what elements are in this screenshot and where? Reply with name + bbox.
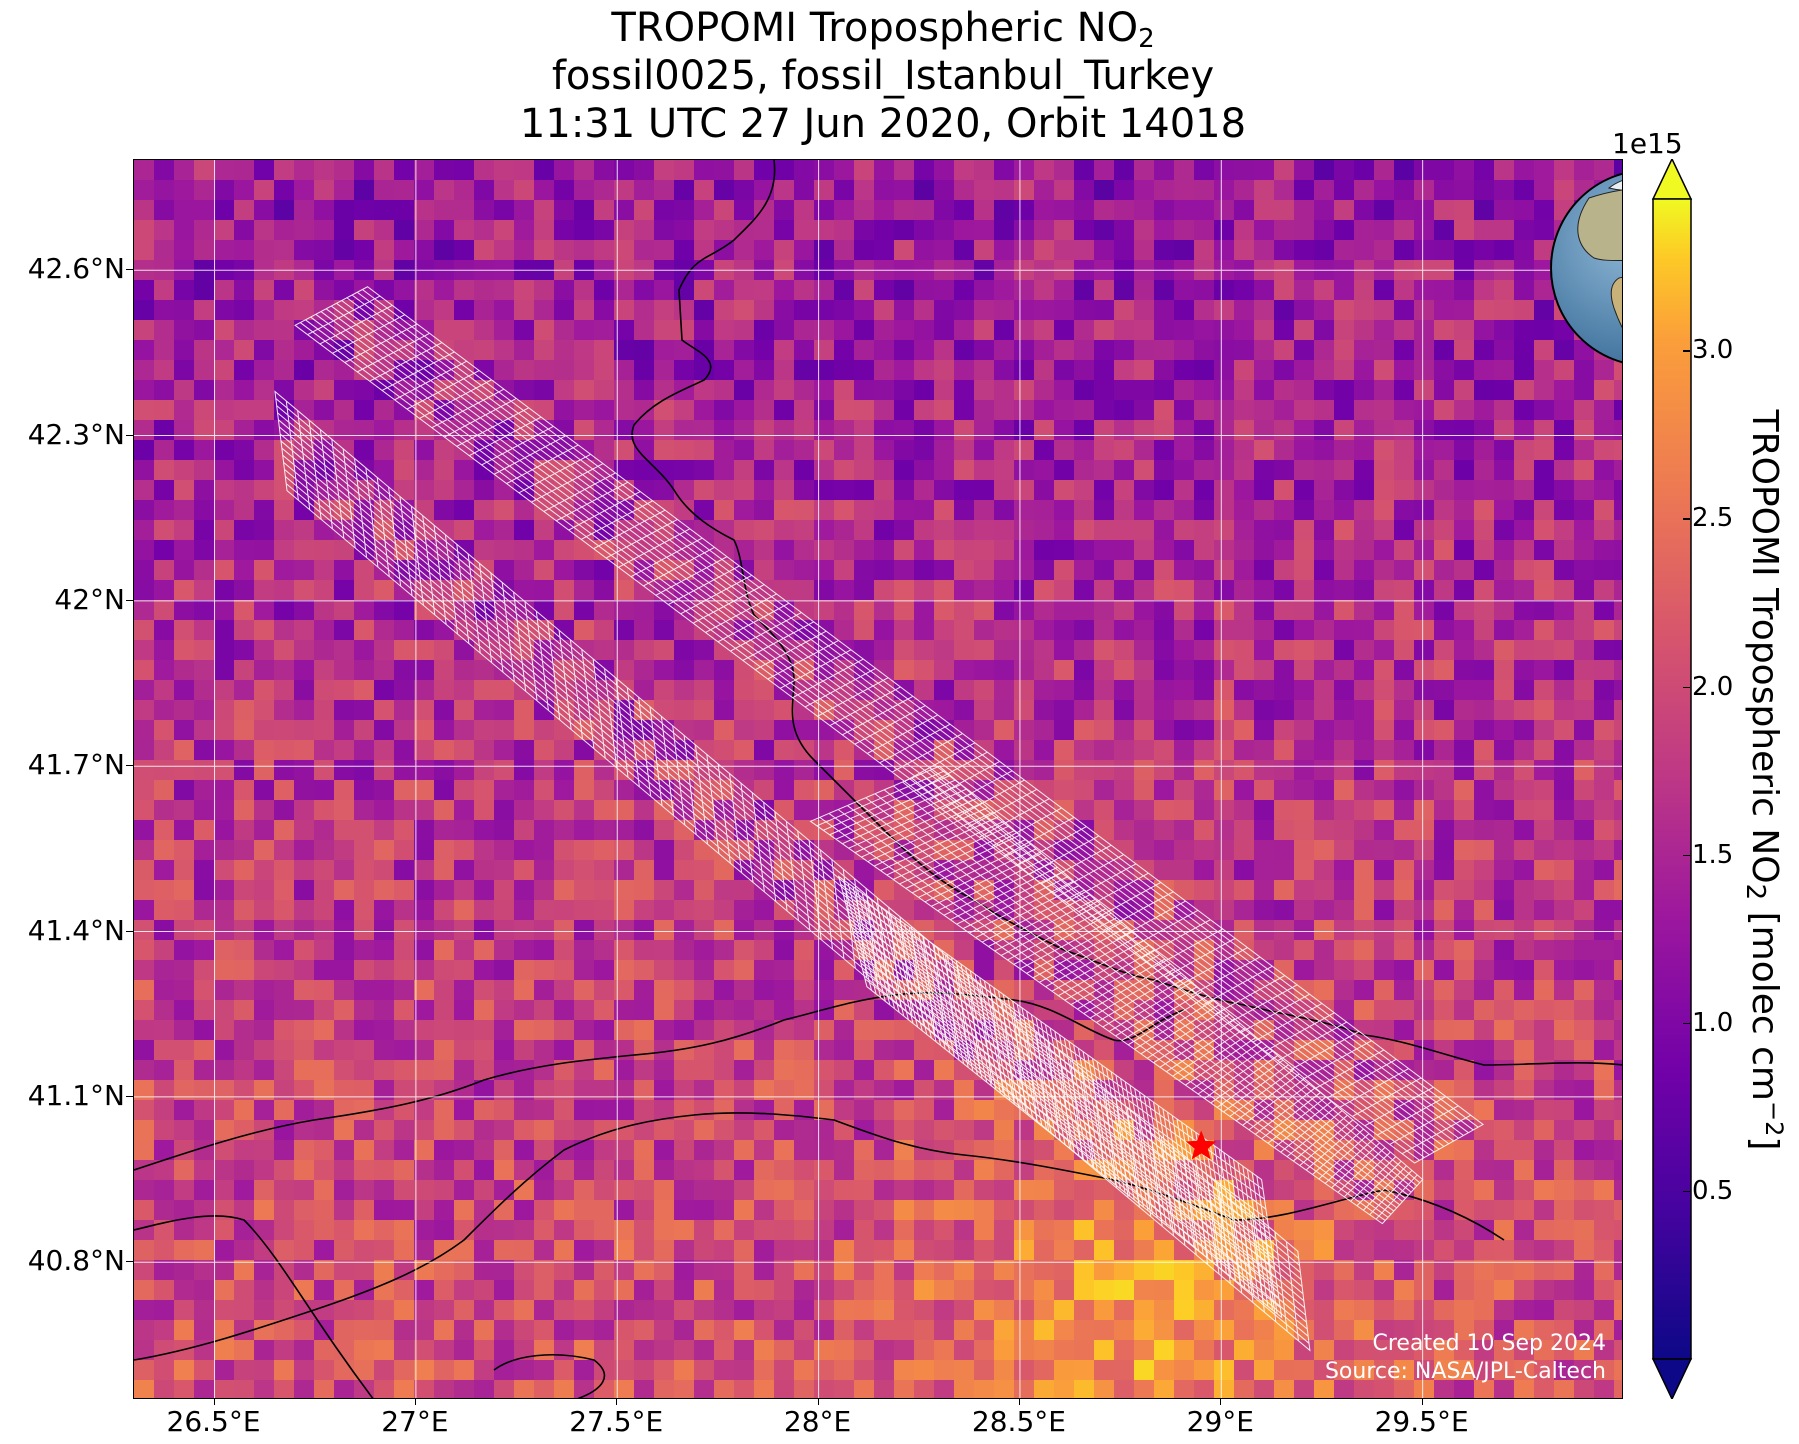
target-star-marker [1185, 1130, 1217, 1160]
lat-tick-mark [126, 269, 133, 271]
coastline-islands [493, 1354, 606, 1398]
lat-tick-label: 40.8°N [27, 1244, 125, 1278]
coastline-marmara-south [134, 1112, 1505, 1361]
lon-tick-mark [213, 1398, 215, 1405]
colorbar-tick-label: 3.0 [1692, 335, 1734, 366]
lat-tick-mark [126, 434, 133, 436]
colorbar-label: TROPOMI Tropospheric NO2 [molec cm−2] [1740, 409, 1788, 1151]
lon-tick-label: 28°E [783, 1405, 852, 1438]
coastline-marmara-north [134, 992, 1185, 1171]
credit-created: Created 10 Sep 2024 [1372, 1331, 1607, 1356]
lat-tick-label: 41.1°N [27, 1078, 125, 1112]
lat-tick-mark [126, 1095, 133, 1097]
lat-tick-label: 42°N [54, 582, 125, 616]
colorbar-tick-mark [1683, 350, 1690, 352]
lat-tick-label: 42.6°N [27, 252, 125, 286]
colorbar-tick-label: 2.5 [1692, 503, 1734, 534]
swath-grid-3 [809, 765, 1424, 1225]
colorbar [1651, 159, 1693, 1399]
lon-tick-label: 26.5°E [166, 1405, 261, 1438]
coastline-layer [134, 160, 1622, 1398]
colorbar-tick-label: 2.0 [1692, 671, 1734, 702]
lat-tick-label: 41.4°N [27, 913, 125, 947]
lat-tick-mark [126, 930, 133, 932]
map-panel: Created 10 Sep 2024 Source: NASA/JPL-Cal… [133, 159, 1623, 1399]
swath-grid-layer [274, 286, 1484, 1352]
colorbar-tick-label: 0.5 [1692, 1175, 1734, 1206]
colorbar-tick-mark [1683, 1022, 1690, 1025]
lon-tick-mark [817, 1398, 819, 1405]
no2-map [134, 160, 1622, 1398]
lon-tick-mark [616, 1398, 618, 1405]
lon-tick-label: 27°E [381, 1405, 449, 1438]
lat-tick-label: 41.7°N [27, 748, 125, 782]
globe-icon [1549, 168, 1622, 368]
lat-tick-mark [126, 765, 133, 767]
chart-subtitle-target: fossil0025, fossil_Istanbul_Turkey [551, 53, 1215, 99]
gridlines-layer [134, 160, 1622, 1398]
target-layer [1185, 1130, 1217, 1160]
colorbar-tick-label: 1.5 [1692, 839, 1734, 870]
lon-tick-mark [1018, 1398, 1020, 1405]
lat-tick-mark [126, 599, 133, 601]
lon-tick-label: 29.5°E [1374, 1405, 1469, 1438]
lon-tick-mark [1220, 1398, 1222, 1405]
colorbar-exponent: 1e15 [1612, 127, 1683, 160]
chart-subtitle-time-orbit: 11:31 UTC 27 Jun 2020, Orbit 14018 [519, 101, 1247, 147]
colorbar-tick-mark [1683, 854, 1690, 857]
coastline-black-sea-west [631, 160, 1622, 1066]
lon-tick-label: 28.5°E [971, 1405, 1066, 1438]
credit-text: Created 10 Sep 2024 Source: NASA/JPL-Cal… [1325, 1330, 1606, 1386]
lat-tick-mark [126, 1261, 133, 1263]
lon-tick-label: 27.5°E [569, 1405, 664, 1438]
colorbar-tick-mark [1683, 686, 1690, 689]
lon-tick-mark [1421, 1398, 1423, 1405]
chart-title: TROPOMI Tropospheric NO2 [611, 5, 1155, 54]
colorbar-tick-mark [1683, 518, 1690, 520]
coastline-gallipoli [134, 1215, 374, 1398]
lon-tick-label: 29°E [1186, 1405, 1254, 1438]
lat-tick-label: 42.3°N [27, 417, 125, 451]
credit-source: Source: NASA/JPL-Caltech [1324, 1359, 1606, 1384]
swath-grid-1 [294, 286, 1484, 1164]
colorbar-tick-label: 1.0 [1692, 1007, 1734, 1038]
lon-tick-mark [414, 1398, 416, 1405]
colorbar-tick-mark [1683, 1190, 1690, 1193]
